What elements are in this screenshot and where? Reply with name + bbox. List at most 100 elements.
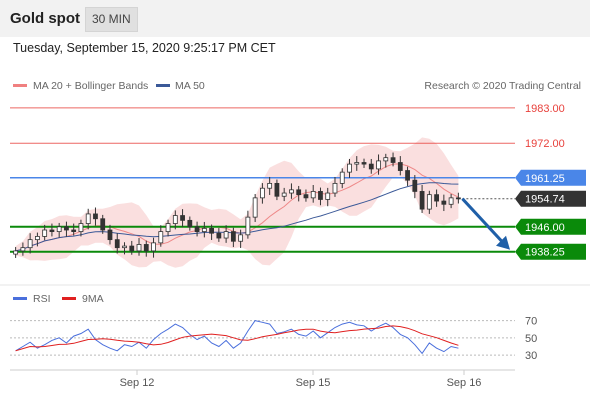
- candle-body: [158, 231, 164, 244]
- candle-body: [201, 227, 207, 233]
- x-tick-label: Sep 16: [447, 377, 482, 389]
- candle-body: [245, 216, 251, 236]
- candle-body: [361, 162, 367, 165]
- candle-body: [441, 200, 447, 205]
- candle-body: [419, 191, 425, 210]
- candle-body: [180, 215, 185, 221]
- price-levels: [10, 107, 515, 253]
- ma20-legend-label: MA 20 + Bollinger Bands: [33, 80, 148, 92]
- level-label-pivot: 1961.25: [525, 173, 565, 185]
- candle-body: [143, 244, 149, 252]
- candle-body: [339, 171, 345, 184]
- bollinger-band-area: [15, 137, 459, 268]
- candle-body: [20, 247, 26, 252]
- ma50-line: [15, 182, 459, 252]
- level-label-last: 1954.74: [525, 194, 565, 206]
- candle-body: [223, 231, 229, 239]
- rsi-panel: 70 50 30: [10, 316, 537, 362]
- candle-body: [209, 227, 214, 234]
- candle-body: [354, 162, 360, 165]
- rsi-level-label: 50: [525, 333, 537, 345]
- ma50-path: [15, 182, 459, 252]
- rsi-line: [15, 320, 459, 355]
- rsi-level-label: 70: [525, 316, 537, 328]
- x-tick-label: Sep 15: [296, 377, 331, 389]
- level-label-support: 1946.00: [525, 222, 565, 234]
- rsi-ma-legend-label: 9MA: [82, 293, 104, 305]
- candle-body: [455, 197, 461, 200]
- candle-body: [35, 236, 40, 241]
- candle-body: [405, 170, 410, 181]
- candle-body: [325, 192, 331, 200]
- ma20-legend-swatch: [13, 84, 27, 87]
- candle-body: [93, 213, 98, 220]
- candle-body: [274, 182, 280, 197]
- candle-body: [100, 218, 106, 231]
- candle-body: [390, 157, 396, 163]
- forecast-arrow-head: [496, 235, 510, 250]
- rsi-level-label: 30: [525, 350, 537, 362]
- candle-body: [56, 226, 62, 233]
- candle-body: [122, 245, 127, 249]
- bollinger-bands: [15, 137, 459, 268]
- level-label-resistance: 1983.00: [525, 103, 565, 115]
- rsi-ma-legend-swatch: [62, 297, 76, 300]
- candle-body: [252, 197, 258, 218]
- candle-body: [318, 191, 323, 200]
- candle-body: [238, 234, 244, 242]
- x-axis: Sep 12 Sep 15 Sep 16: [120, 370, 482, 389]
- candle-body: [42, 229, 48, 237]
- candle-body: [368, 163, 374, 170]
- level-tag-support: [515, 243, 586, 260]
- candle-body: [114, 239, 120, 249]
- candle-body: [303, 194, 309, 199]
- candle-body: [194, 226, 200, 233]
- timeframe-button[interactable]: 30 MIN: [85, 7, 138, 32]
- candle-body: [332, 182, 338, 194]
- candle-body: [267, 182, 273, 189]
- candle-body: [49, 229, 55, 233]
- candle-body: [281, 192, 287, 197]
- ma50-legend-label: MA 50: [175, 80, 205, 92]
- copyright-label: Research © 2020 Trading Central: [424, 80, 581, 92]
- candle-body: [165, 223, 171, 233]
- rsi-legend-label: RSI: [33, 293, 51, 305]
- ma50-legend-swatch: [156, 84, 170, 87]
- forecast-arrow-shaft: [461, 197, 506, 245]
- rsi-legend-swatch: [13, 297, 27, 300]
- candle-body: [172, 215, 178, 224]
- candle-body: [289, 189, 294, 194]
- candle-body: [107, 229, 113, 241]
- candle-body: [85, 213, 91, 224]
- candle-body: [71, 229, 77, 233]
- candle-body: [64, 226, 69, 231]
- level-label-resistance: 1972.00: [525, 138, 565, 150]
- candle-body: [129, 245, 135, 252]
- level-label-support: 1938.25: [525, 247, 565, 259]
- candle-body: [78, 223, 84, 233]
- level-tags: 1983.00 1972.00 1961.25 1954.74 1946.00 1938.…: [515, 103, 586, 260]
- candle-body: [151, 242, 156, 252]
- candle-body: [376, 160, 381, 170]
- candlesticks: [13, 152, 461, 258]
- rsi-ma-line: [15, 325, 459, 352]
- candle-body: [136, 244, 142, 252]
- level-tag-last: [515, 190, 586, 207]
- x-tick-label: Sep 12: [120, 377, 155, 389]
- candle-body: [434, 194, 439, 202]
- forecast-arrow-icon: [461, 197, 510, 250]
- candle-body: [310, 191, 316, 199]
- header-bar: Gold spot 30 MIN: [0, 0, 590, 36]
- level-tag-support: [515, 218, 586, 235]
- candle-body: [448, 197, 454, 205]
- level-tag-pivot: [515, 169, 586, 186]
- candle-body: [260, 187, 265, 199]
- candle-body: [397, 162, 403, 171]
- candle-body: [347, 163, 352, 173]
- candle-body: [13, 250, 19, 255]
- candle-body: [383, 157, 389, 162]
- instrument-title: Gold spot: [10, 10, 80, 27]
- candle-body: [230, 231, 236, 242]
- candle-body: [412, 179, 418, 192]
